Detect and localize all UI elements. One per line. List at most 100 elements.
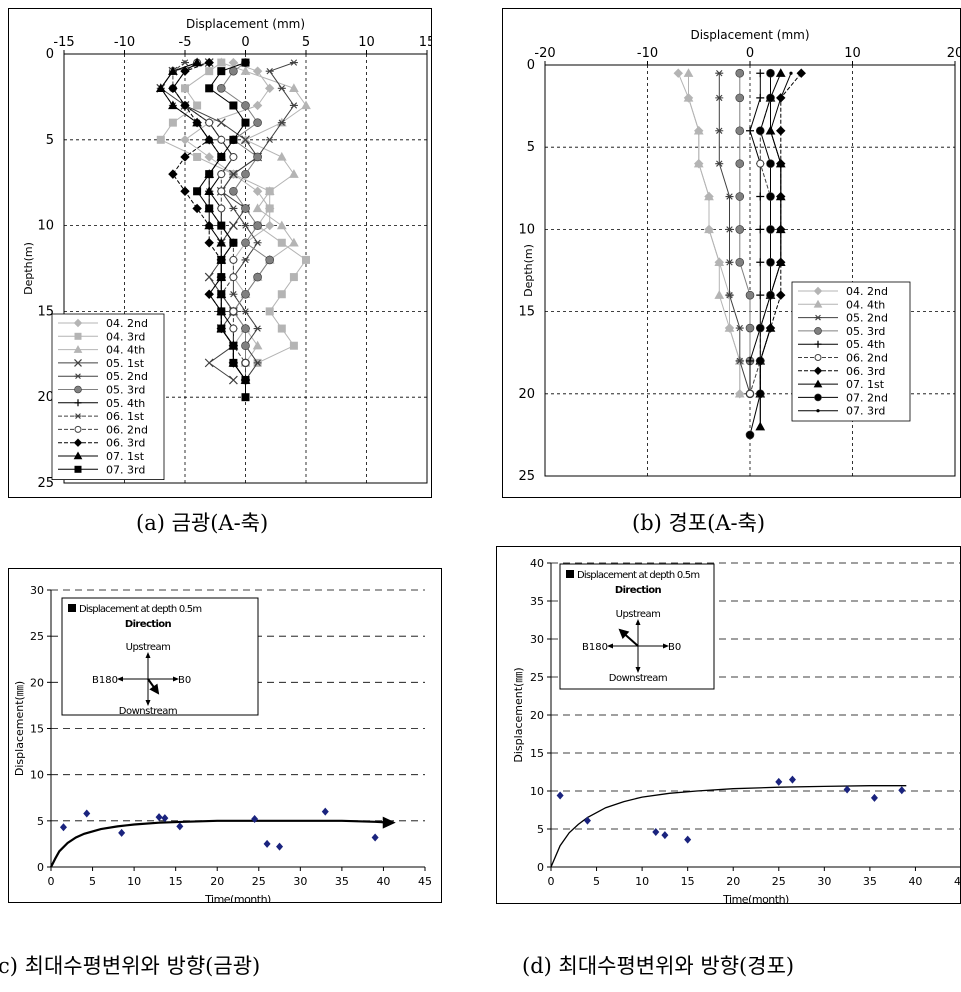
data-point (218, 188, 225, 195)
x-tick-label: 5 (302, 35, 310, 50)
legend-label: 04. 4th (846, 298, 885, 311)
chart-frame (503, 9, 961, 498)
data-point (242, 325, 250, 333)
data-point (736, 127, 744, 135)
x-tick-label: 10 (127, 875, 141, 888)
y-tick-label: 20 (530, 709, 544, 722)
data-point (194, 188, 201, 195)
data-point (206, 171, 213, 178)
direction-title: Direction (615, 585, 662, 596)
x-tick-label: 0 (48, 875, 55, 888)
data-point (242, 377, 249, 384)
direction-title: Direction (125, 619, 172, 630)
data-point (266, 205, 273, 212)
legend-label: 05. 3rd (106, 384, 145, 397)
direction-right-label: B0 (178, 675, 191, 686)
data-point (229, 187, 237, 195)
x-axis-title: Time(month) (204, 893, 271, 903)
x-tick-label: 10 (358, 35, 375, 50)
y-tick-label: 20 (37, 390, 54, 405)
direction-left-label: B180 (92, 675, 118, 686)
y-tick-label: 5 (37, 815, 44, 828)
y-tick-label: 25 (530, 671, 544, 684)
data-point (194, 153, 201, 160)
x-tick-label: 40 (376, 875, 390, 888)
data-point (254, 222, 262, 230)
x-tick-label: 0 (548, 875, 555, 888)
data-point (736, 94, 744, 102)
data-point (206, 119, 213, 126)
y-tick-label: 15 (30, 723, 44, 736)
legend-marker (75, 426, 81, 432)
data-point (218, 274, 225, 281)
data-point (767, 193, 775, 201)
legend-label: Displacement at depth 0.5m (577, 570, 699, 581)
legend-label: Displacement at depth 0.5m (79, 604, 201, 615)
legend-label: 04. 2nd (106, 317, 148, 330)
data-point (747, 390, 754, 397)
y-tick-label: 5 (527, 140, 535, 155)
legend-label: 07. 3rd (106, 463, 145, 476)
direction-down-label: Downstream (609, 673, 667, 684)
data-point (194, 102, 201, 109)
data-point (736, 225, 744, 233)
caption-b: (b) 경포(A-축) (632, 507, 765, 537)
data-point (230, 325, 237, 332)
data-point (759, 392, 762, 395)
data-point (779, 228, 782, 231)
data-point (767, 258, 775, 266)
data-point (278, 291, 285, 298)
data-point (242, 59, 249, 66)
data-point (736, 160, 744, 168)
x-tick-label: 5 (89, 875, 96, 888)
data-point (242, 290, 250, 298)
legend-marker (68, 604, 76, 612)
data-point (278, 325, 285, 332)
data-point (736, 258, 744, 266)
direction-down-label: Downstream (119, 706, 177, 717)
legend-marker (75, 466, 81, 472)
data-point (230, 153, 237, 160)
legend-marker (75, 333, 81, 339)
chart-a: -15 -10 -5 0 5 10 150510152025Displacement (mm… (8, 8, 432, 498)
data-point (182, 85, 189, 92)
y-tick-label: 25 (518, 469, 535, 484)
x-tick-label: 5 (593, 875, 600, 888)
data-point (746, 291, 754, 299)
direction-inset: Displacement at depth 0.5mDirectionUpstr… (560, 564, 714, 689)
y-tick-label: 0 (37, 861, 44, 874)
y-tick-label: 30 (30, 584, 44, 597)
data-point (230, 136, 237, 143)
y-tick-label: 0 (537, 861, 544, 874)
caption-c: c) 최대수평변위와 방향(금광) (0, 950, 260, 980)
data-point (230, 359, 237, 366)
data-point (746, 324, 754, 332)
data-point (206, 205, 213, 212)
data-point (242, 359, 249, 366)
legend-label: 06. 3rd (106, 437, 145, 450)
data-point (266, 256, 274, 264)
data-point (242, 342, 250, 350)
data-point (217, 84, 225, 92)
data-point (242, 170, 250, 178)
x-tick-label: 40 (908, 875, 922, 888)
data-point (769, 129, 772, 132)
legend-label: 07. 1st (106, 450, 145, 463)
data-point (230, 274, 237, 281)
data-point (218, 205, 225, 212)
x-tick-label: -15 (53, 35, 74, 50)
panel-d: 0 5 10 15 20 25 30 35 40 0 5 10 15 20 25 30 35 40 45 Time(m… (496, 546, 961, 904)
data-point (756, 127, 764, 135)
caption-a: (a) 금광(A-축) (136, 507, 268, 537)
x-tick-label: 35 (863, 875, 877, 888)
data-point (218, 325, 225, 332)
data-point (230, 239, 237, 246)
legend-label: 04. 2nd (846, 285, 888, 298)
data-point (218, 153, 225, 160)
direction-inset: Displacement at depth 0.5mDirectionUpstr… (62, 598, 258, 717)
chart-b: -20 -10 0 10 200510152025Displacement (mm)De… (502, 8, 961, 498)
y-tick-label: 35 (530, 595, 544, 608)
data-point (759, 359, 762, 362)
